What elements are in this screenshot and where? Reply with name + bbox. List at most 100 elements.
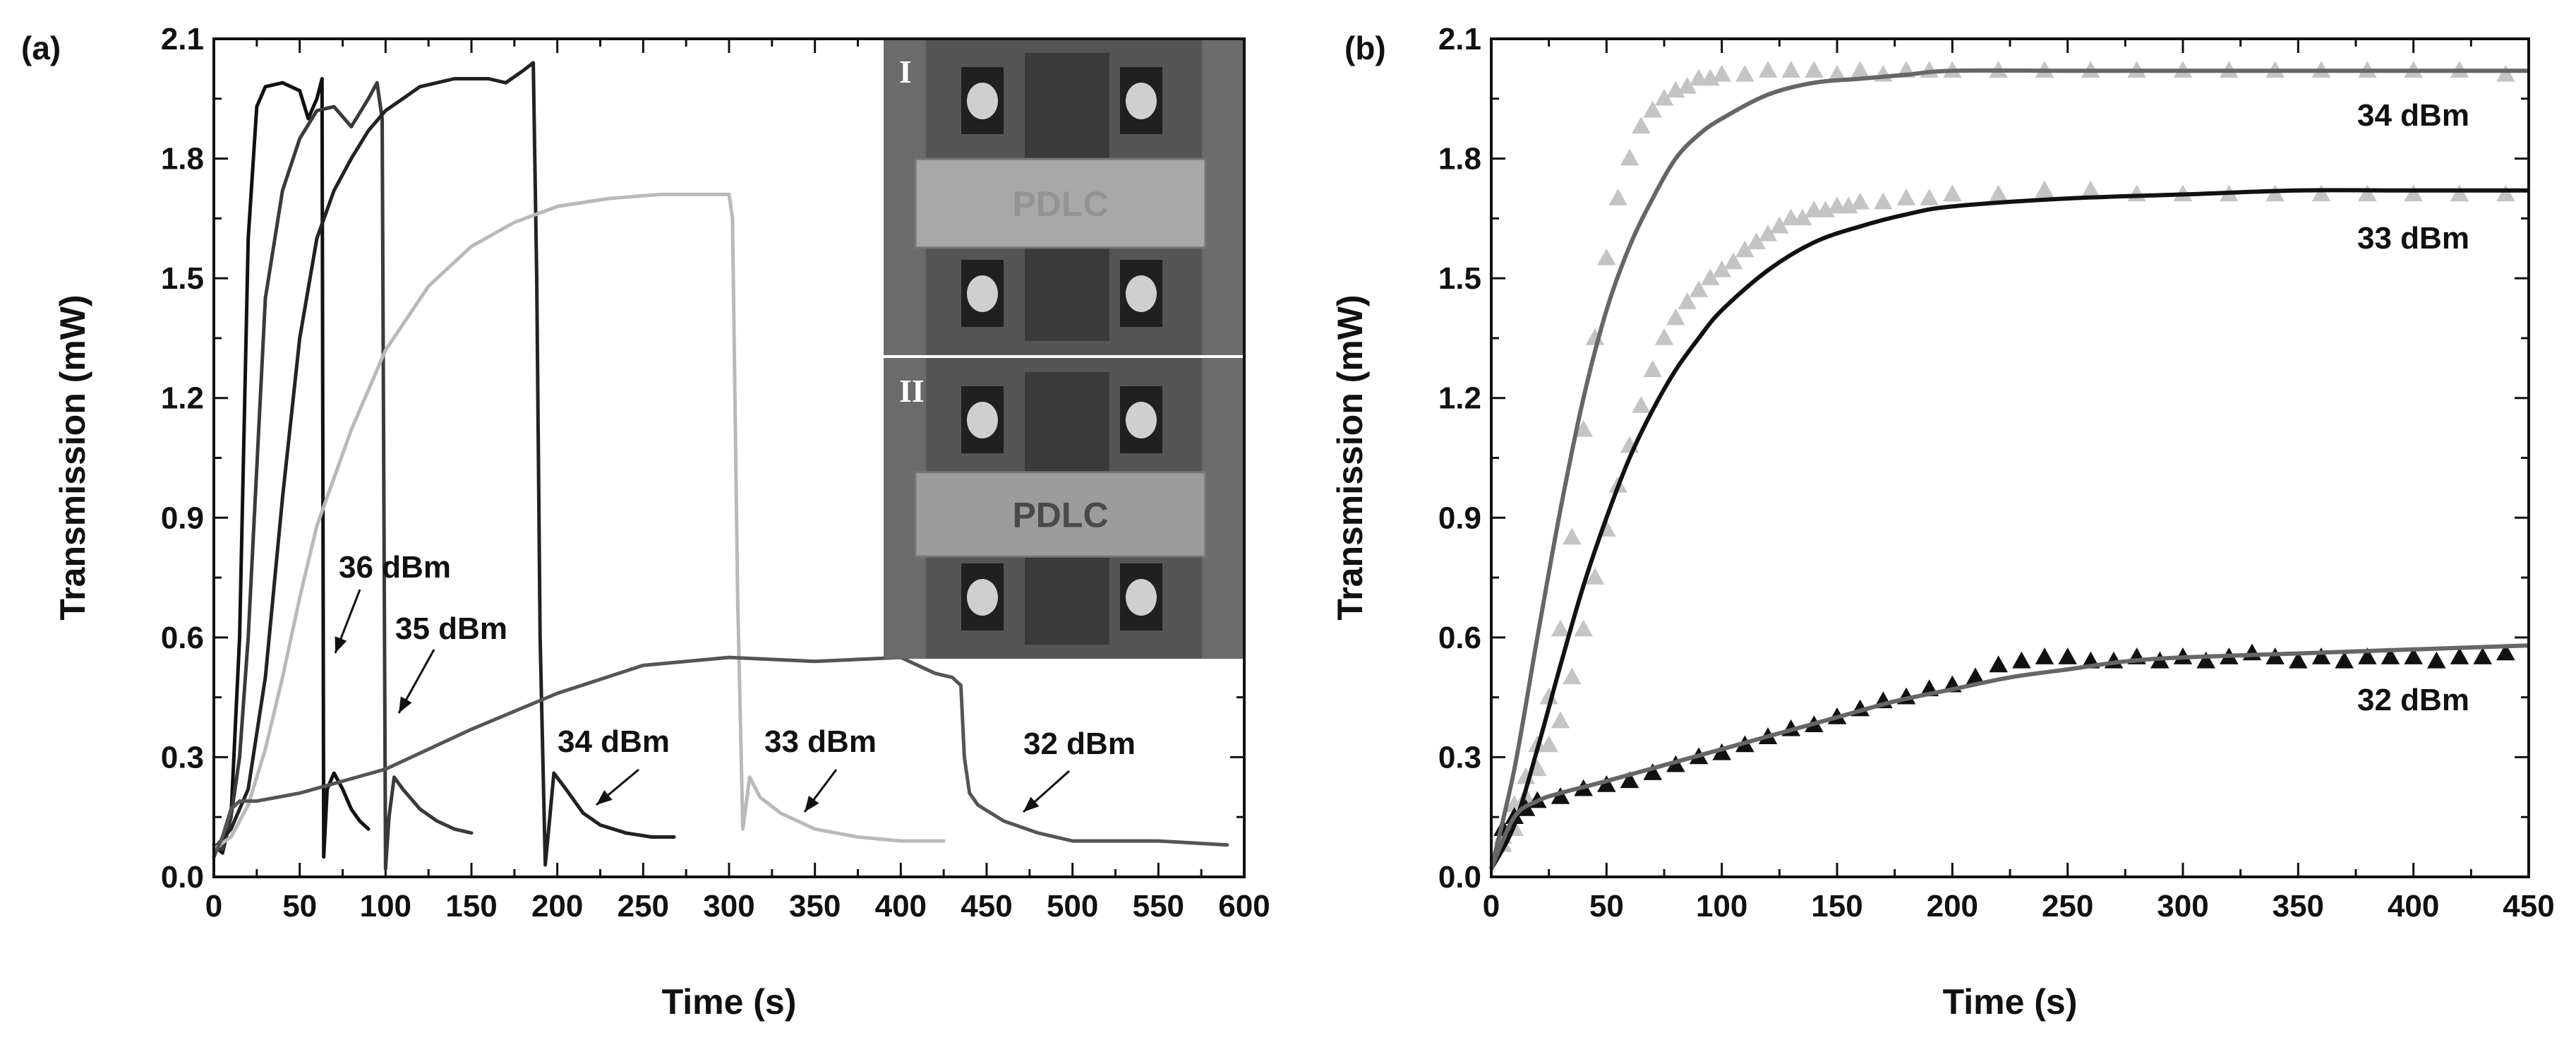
marker-32-dbm: [2404, 647, 2423, 664]
solder-joint: [1126, 402, 1157, 438]
y-tick-label: 0.3: [1438, 740, 1481, 775]
solder-joint: [1126, 83, 1157, 119]
marker-34-dbm: [1632, 116, 1651, 134]
marker-34-dbm: [1643, 100, 1662, 118]
y-tick-label: 0.0: [1438, 860, 1481, 895]
marker-33-dbm: [2035, 180, 2054, 198]
x-tick-label: 400: [2388, 889, 2439, 924]
marker-32-dbm: [2427, 651, 2446, 669]
annotation-32dbm: 32 dBm: [1023, 727, 1136, 761]
marker-34-dbm: [1597, 248, 1616, 265]
marker-33-dbm: [1920, 189, 1939, 205]
marker-33-dbm: [2450, 184, 2469, 202]
x-tick-label: 500: [1047, 889, 1098, 924]
x-tick-label: 200: [531, 889, 583, 924]
marker-32-dbm: [2358, 647, 2377, 664]
marker-34-dbm: [1563, 527, 1582, 545]
marker-34-dbm: [1712, 64, 1731, 82]
x-tick-label: 300: [2157, 889, 2208, 924]
marker-34-dbm: [1620, 148, 1639, 166]
marker-32-dbm: [1597, 775, 1616, 792]
series-line-35-dbm: [212, 80, 474, 871]
marker-33-dbm: [1747, 232, 1766, 250]
x-tick-label: 400: [875, 889, 927, 924]
y-tick-label: 0.9: [1438, 501, 1481, 535]
marker-34-dbm: [1735, 64, 1755, 82]
marker-33-dbm: [1689, 280, 1709, 297]
marker-32-dbm: [1712, 743, 1731, 760]
solder-joint: [967, 579, 998, 616]
annotation-34dbm: 34 dBm: [558, 724, 670, 759]
marker-33-dbm: [1874, 192, 1893, 210]
x-tick-label: 250: [618, 889, 669, 924]
marker-32-dbm: [1989, 655, 2008, 673]
panel-a-frame: [212, 37, 1246, 878]
solder-joint: [967, 83, 998, 119]
annotation-33dbm: 33 dBm: [764, 724, 877, 759]
pdlc-film: [914, 157, 1207, 249]
panel-a-annotations: 36 dBm 35 dBm 34 dBm 33 dBm 32 dBm: [334, 550, 1136, 813]
marker-33-dbm: [1701, 268, 1720, 285]
fit-curve-34-dbm: [1489, 68, 2529, 870]
marker-32-dbm: [2058, 647, 2077, 664]
marker-34-dbm: [2496, 64, 2515, 82]
marker-34-dbm: [1758, 61, 1778, 78]
marker-33-dbm: [1735, 240, 1755, 258]
x-tick-label: 200: [1927, 889, 1978, 924]
marker-34-dbm: [1678, 76, 1697, 94]
y-tick-label: 0.9: [161, 501, 204, 535]
marker-33-dbm: [1551, 711, 1570, 729]
x-axis-title-b: Time (s): [1943, 982, 2078, 1022]
marker-34-dbm: [1608, 189, 1627, 205]
marker-33-dbm: [1632, 396, 1651, 413]
x-tick-label: 100: [360, 889, 411, 924]
marker-33-dbm: [2358, 184, 2377, 202]
marker-33-dbm: [1989, 184, 2008, 202]
annotation-34dbm-b: 34 dBm: [2357, 98, 2469, 133]
pdlc-film: [914, 471, 1207, 558]
marker-32-dbm: [1966, 667, 1985, 685]
marker-33-dbm: [1643, 360, 1662, 377]
panel-b: (b) 0 50 100 150 200 250 300 350 400 450 0.0 0.3 0.6…: [1330, 22, 2555, 1022]
panel-label-a: (a): [21, 30, 61, 66]
x-tick-label: 100: [1696, 889, 1747, 924]
marker-33-dbm: [2081, 180, 2100, 198]
x-tick-label: 0: [205, 889, 222, 924]
y-tick-label: 0.0: [161, 860, 204, 895]
marker-34-dbm: [1551, 619, 1570, 637]
marker-32-dbm: [2450, 647, 2469, 664]
arrow-32dbm-head: [1023, 796, 1040, 812]
y-tick-label: 1.8: [1438, 142, 1481, 177]
y-tick-label: 0.3: [161, 740, 204, 775]
marker-33-dbm: [1770, 216, 1789, 234]
marker-34-dbm: [1850, 61, 1870, 78]
series-line-33-dbm: [212, 192, 946, 851]
marker-32-dbm: [1643, 763, 1662, 780]
inset-label: I: [899, 54, 912, 90]
panel-a: (a) 0 50 100 150 200 250 300 350 400 450 500 550 600…: [21, 22, 1270, 1022]
marker-33-dbm: [1666, 308, 1685, 325]
marker-33-dbm: [1896, 189, 1916, 205]
annotation-36dbm: 36 dBm: [339, 550, 451, 585]
x-tick-label: 450: [2503, 889, 2554, 924]
series-line-34-dbm: [212, 61, 676, 867]
x-tick-label: 250: [2042, 889, 2093, 924]
marker-33-dbm: [2127, 184, 2146, 202]
fit-curve-33-dbm: [1489, 188, 2529, 871]
solder-joint: [1126, 579, 1157, 616]
marker-32-dbm: [2473, 647, 2492, 664]
annotation-32dbm-b: 32 dBm: [2357, 683, 2469, 717]
marker-33-dbm: [1723, 252, 1743, 270]
panel-b-annotations: 34 dBm 33 dBm 32 dBm: [2357, 98, 2469, 717]
marker-34-dbm: [1654, 88, 1674, 106]
panel-label-b: (b): [1344, 30, 1386, 66]
marker-33-dbm: [1678, 292, 1697, 309]
marker-32-dbm: [2196, 651, 2215, 669]
arrow-33dbm-head: [805, 796, 819, 812]
marker-33-dbm: [1943, 184, 1962, 202]
marker-33-dbm: [1712, 260, 1731, 277]
marker-33-dbm: [2311, 184, 2331, 202]
annotation-33dbm-b: 33 dBm: [2357, 221, 2469, 256]
panel-b-series: [1489, 61, 2529, 871]
